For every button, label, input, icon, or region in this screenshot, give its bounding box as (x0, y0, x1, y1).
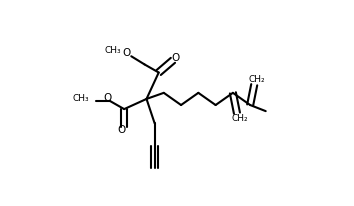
Text: O: O (104, 93, 112, 103)
Text: CH₃: CH₃ (104, 46, 121, 55)
Text: O: O (122, 48, 130, 58)
Text: O: O (117, 125, 125, 135)
Text: CH₃: CH₃ (73, 94, 90, 103)
Text: CH₂: CH₂ (249, 75, 266, 84)
Text: O: O (172, 53, 180, 63)
Text: CH₂: CH₂ (232, 114, 248, 123)
